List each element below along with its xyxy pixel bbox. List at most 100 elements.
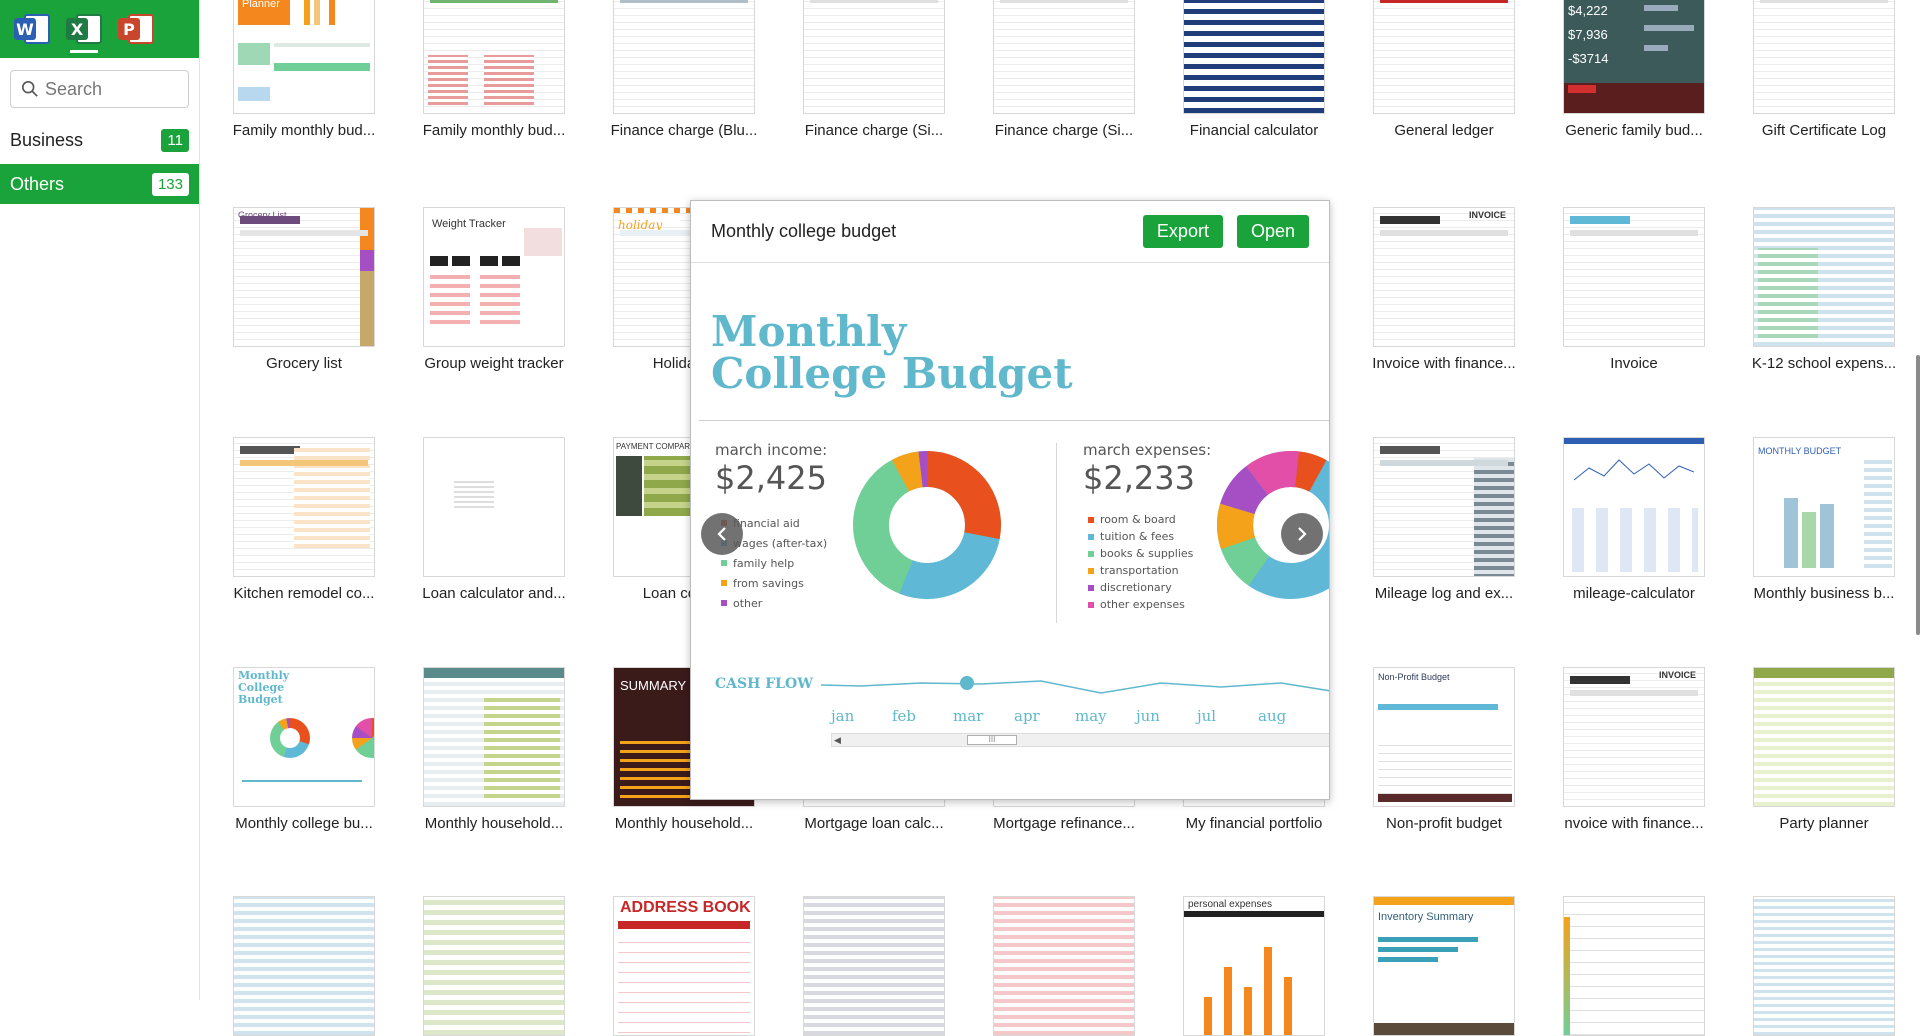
preview-image: Monthly College Budget march income: $2,… (691, 263, 1329, 799)
template-thumbnail (993, 0, 1135, 114)
template-label: Monthly college bu... (235, 815, 373, 832)
legend-swatch (1088, 533, 1094, 540)
thumb-amount-3: -$3714 (1568, 51, 1609, 66)
template-label: Financial calculator (1189, 122, 1319, 139)
template-tile[interactable]: Non-Profit Budget Non-profit budget (1373, 667, 1515, 832)
template-label: Finance charge (Si... (804, 122, 944, 139)
template-thumbnail (1373, 437, 1515, 577)
template-thumbnail (423, 896, 565, 1036)
template-thumbnail (1753, 896, 1895, 1036)
template-label: General ledger (1394, 122, 1494, 139)
template-tile[interactable] (1753, 896, 1895, 1036)
preview-divider (699, 420, 1329, 421)
template-tile[interactable]: Inventory Summary (1373, 896, 1515, 1036)
template-tile[interactable]: Finance charge (Si... (803, 0, 945, 139)
thumb-title: Inventory Summary (1378, 911, 1474, 923)
template-tile[interactable]: Kitchen remodel co... (233, 437, 375, 602)
legend-swatch (1088, 601, 1094, 608)
thumb-title: holiday (618, 218, 663, 232)
template-tile[interactable]: Invoice (1563, 207, 1705, 372)
template-tile[interactable]: Finance charge (Si... (993, 0, 1135, 139)
open-button[interactable]: Open (1236, 215, 1309, 248)
template-tile[interactable]: Weight Tracker Group weight tracker (423, 207, 565, 372)
cashflow-marker (960, 676, 974, 690)
template-label: Non-profit budget (1386, 815, 1502, 832)
template-label: Invoice with finance... (1372, 355, 1516, 372)
template-tile[interactable]: Loan calculator and... (422, 437, 566, 602)
template-label: mileage-calculator (1573, 585, 1695, 602)
thumb-title: Grocery List (238, 210, 287, 220)
template-label: Mortgage refinance... (993, 815, 1135, 832)
template-tile[interactable]: Monthly College Budget Monthly college b… (233, 667, 375, 832)
template-tile[interactable]: Mileage log and ex... (1373, 437, 1515, 602)
month-label: jan (831, 707, 855, 725)
template-thumbnail: Monthly College Budget (233, 667, 375, 807)
preview-horizontal-scrollbar[interactable]: ◀ III (831, 733, 1329, 747)
template-tile[interactable]: Financial calculator (1183, 0, 1325, 139)
category-business-label: Business (10, 129, 84, 150)
next-page-button[interactable] (1281, 513, 1323, 555)
template-thumbnail (1753, 0, 1895, 114)
template-thumbnail (423, 667, 565, 807)
legend-label: financial aid (733, 516, 800, 530)
template-tile[interactable]: K-12 school expens... (1752, 207, 1896, 372)
template-tile[interactable]: ADDRESS BOOK (613, 896, 755, 1036)
template-thumbnail: Weight Tracker (423, 207, 565, 347)
scroll-left-icon[interactable]: ◀ (834, 735, 841, 745)
template-tile[interactable]: personal expenses (1183, 896, 1325, 1036)
legend-label: discretionary (1100, 581, 1172, 594)
category-others[interactable]: Others 133 (0, 164, 199, 204)
template-thumbnail (423, 0, 565, 114)
month-label: may (1075, 707, 1107, 725)
previous-page-button[interactable] (701, 513, 743, 555)
template-tile[interactable]: $4,222 $7,936 -$3714 Generic family bud.… (1563, 0, 1705, 139)
search-input[interactable] (45, 78, 185, 100)
cashflow-line-chart (821, 676, 1329, 694)
legend-item: transportation (1088, 562, 1193, 579)
template-thumbnail (1563, 207, 1705, 347)
thumb-title: Budget Planner (238, 0, 290, 25)
thumb-amount-2: $7,936 (1568, 27, 1608, 42)
template-tile[interactable] (993, 896, 1135, 1036)
export-button[interactable]: Export (1142, 215, 1223, 248)
grid-scrollbar[interactable] (1916, 355, 1920, 635)
search-box[interactable] (10, 70, 189, 108)
template-label: Kitchen remodel co... (233, 585, 375, 602)
template-tile[interactable]: Monthly household... (423, 667, 565, 832)
income-legend: financial aid wages (after-tax) family h… (721, 513, 827, 613)
template-tile[interactable] (1563, 896, 1705, 1036)
legend-item: books & supplies (1088, 545, 1193, 562)
powerpoint-icon[interactable]: P (118, 11, 154, 47)
income-amount: $2,425 (715, 459, 827, 497)
legend-label: other (733, 596, 763, 610)
scroll-thumb[interactable]: III (967, 735, 1017, 745)
template-tile[interactable]: Grocery List Grocery list (233, 207, 375, 372)
legend-swatch (1088, 584, 1094, 591)
template-tile[interactable]: INVOICE nvoice with finance... (1563, 667, 1705, 832)
template-tile[interactable] (803, 896, 945, 1036)
template-label: Invoice (1610, 355, 1658, 372)
template-label: Mortgage loan calc... (804, 815, 944, 832)
template-tile[interactable]: General ledger (1373, 0, 1515, 139)
template-tile[interactable]: mileage-calculator (1563, 437, 1705, 602)
legend-label: family help (733, 556, 795, 570)
template-label: Finance charge (Blu... (610, 122, 758, 139)
template-tile[interactable]: MONTHLY BUDGET Monthly business b... (1753, 437, 1895, 602)
template-tile[interactable] (423, 896, 565, 1036)
template-tile[interactable]: Family monthly bud... (423, 0, 565, 139)
template-thumbnail (423, 437, 565, 577)
thumb-title: INVOICE (1468, 210, 1506, 220)
thumb-title: personal expenses (1188, 899, 1272, 910)
template-preview-dialog: Monthly college budget Export Open Month… (690, 200, 1330, 800)
template-tile[interactable] (233, 896, 375, 1036)
word-icon[interactable]: W (14, 11, 50, 47)
template-tile[interactable]: Finance charge (Blu... (611, 0, 757, 139)
template-tile[interactable]: Budget Planner Family monthly bud... (233, 0, 375, 139)
template-tile[interactable]: Party planner (1753, 667, 1895, 832)
template-tile[interactable]: INVOICE Invoice with finance... (1372, 207, 1516, 372)
legend-label: room & board (1100, 513, 1176, 526)
template-tile[interactable]: Gift Certificate Log (1753, 0, 1895, 139)
category-business-count: 11 (161, 128, 189, 152)
excel-icon[interactable]: X (66, 11, 102, 53)
category-business[interactable]: Business 11 (0, 120, 199, 160)
